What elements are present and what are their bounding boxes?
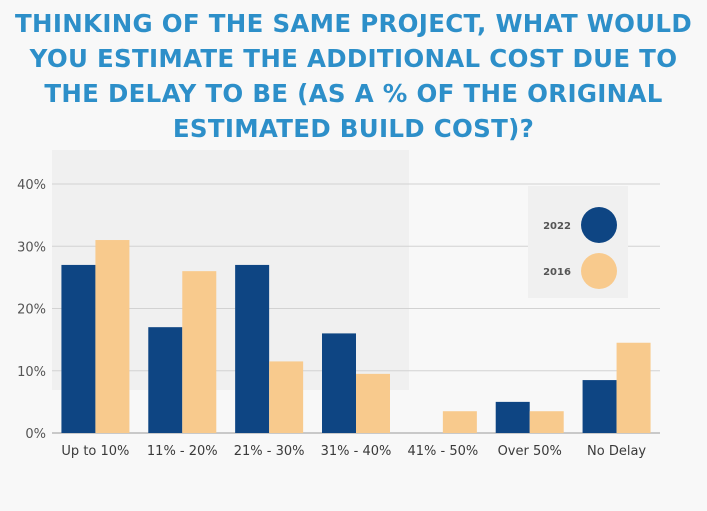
bar-2016-4 — [442, 411, 477, 433]
bar-2022-6 — [582, 380, 617, 433]
legend: 2022 2016 — [528, 186, 628, 298]
bar-2016-3 — [356, 373, 390, 433]
x-category-label: 21% - 30% — [234, 444, 305, 459]
bar-2016-0 — [95, 240, 130, 433]
x-category-label: 41% - 50% — [407, 444, 478, 459]
x-axis-categories: Up to 10% 11% - 20% 21% - 30% 31% - 40% 41% … — [61, 444, 646, 459]
bars — [61, 240, 651, 433]
y-tick-label: 10% — [17, 365, 46, 380]
y-tick-label: 0% — [25, 427, 46, 442]
bar-2022-3 — [322, 333, 356, 433]
bar-2016-1 — [182, 271, 217, 433]
legend-swatch-2022 — [581, 207, 617, 243]
chart-title-line: THE DELAY TO BE (AS A % OF THE ORIGINAL — [44, 79, 663, 108]
x-category-label: 11% - 20% — [147, 444, 218, 459]
bar-2022-2 — [235, 264, 270, 433]
chart-title-line: THINKING OF THE SAME PROJECT, WHAT WOULD — [15, 9, 692, 38]
legend-label-2016: 2016 — [543, 267, 571, 278]
x-category-label: 31% - 40% — [321, 444, 392, 459]
bar-2022-1 — [148, 327, 183, 433]
bar-2022-5 — [495, 401, 530, 433]
chart-title: THINKING OF THE SAME PROJECT, WHAT WOULD… — [0, 6, 707, 146]
y-tick-label: 30% — [17, 240, 46, 255]
x-category-label: Over 50% — [498, 444, 562, 459]
y-tick-label: 40% — [17, 178, 46, 193]
legend-swatch-2016 — [581, 253, 617, 289]
chart-title-line: YOU ESTIMATE THE ADDITIONAL COST DUE TO — [29, 44, 678, 73]
y-axis-ticks: 0% 10% 20% 30% 40% — [17, 178, 46, 442]
bar-2016-2 — [269, 361, 304, 433]
x-category-label: No Delay — [587, 444, 646, 459]
legend-label-2022: 2022 — [543, 221, 571, 232]
chart-title-line: ESTIMATED BUILD COST)? — [172, 114, 535, 143]
y-tick-label: 20% — [17, 303, 46, 318]
bar-2016-5 — [529, 411, 564, 433]
x-category-label: Up to 10% — [61, 444, 129, 459]
bar-2016-6 — [616, 342, 651, 433]
bar-2022-0 — [61, 264, 96, 433]
